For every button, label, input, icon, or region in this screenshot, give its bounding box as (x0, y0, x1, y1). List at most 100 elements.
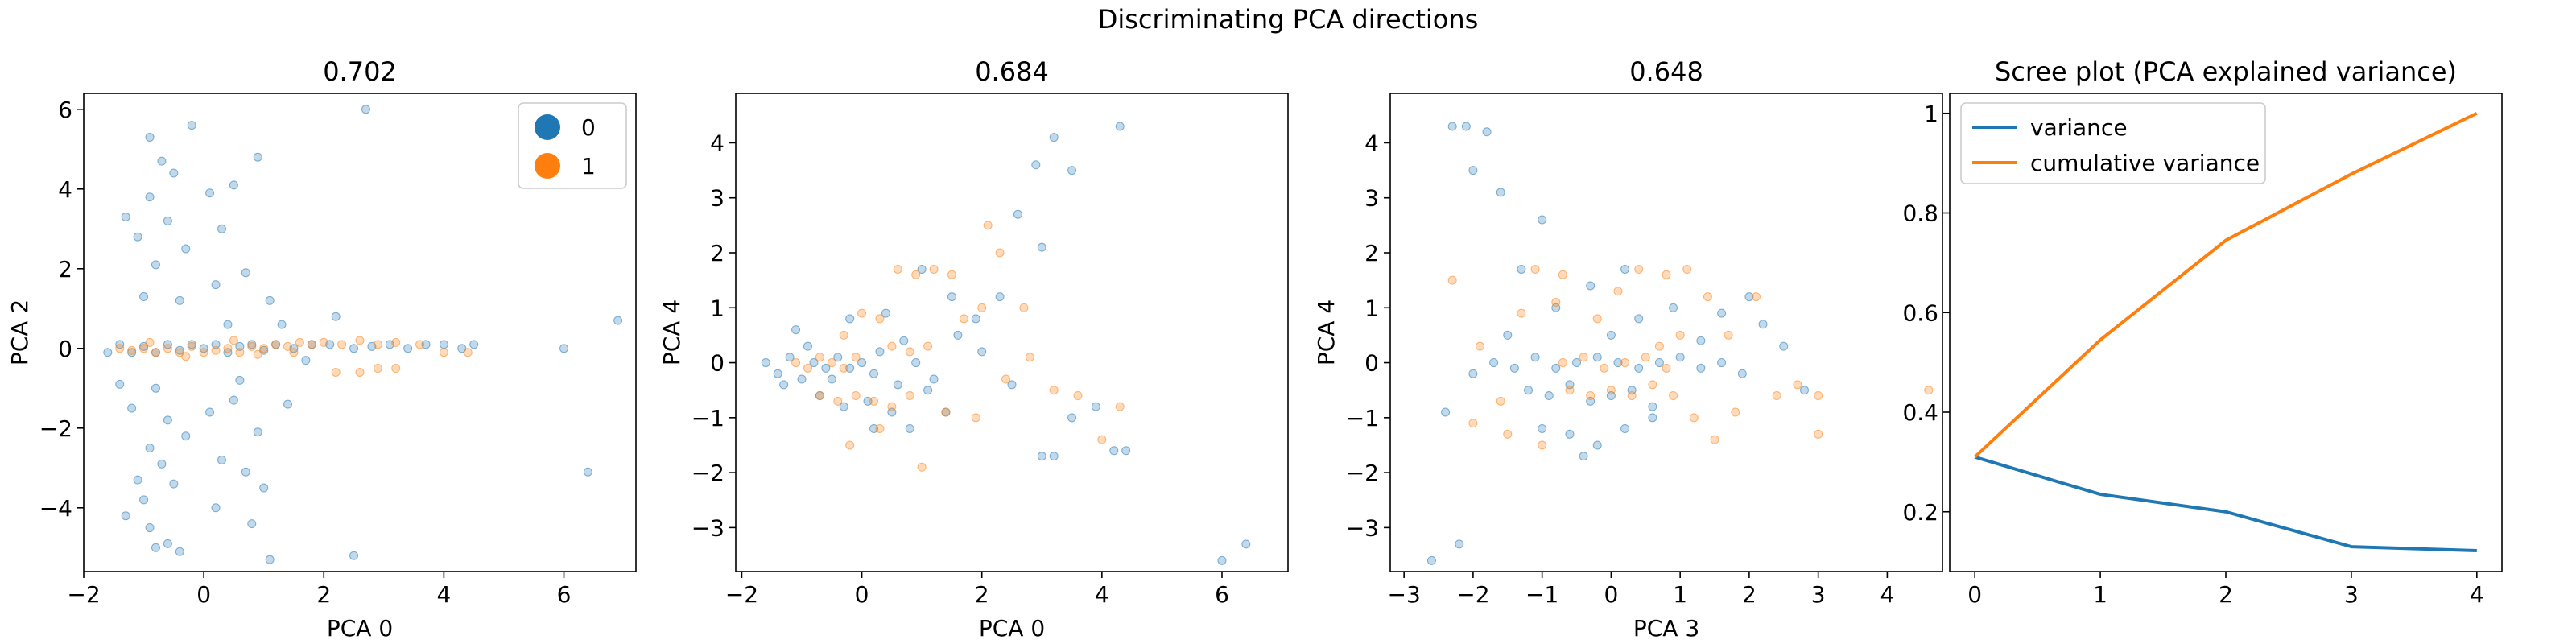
scatter-point-class-1 (947, 270, 956, 279)
scatter-point-class-1 (1558, 358, 1567, 368)
scatter-point-class-1 (391, 364, 401, 374)
scatter-point-class-0 (349, 551, 359, 560)
scatter-point-class-0 (163, 539, 172, 548)
scatter-point-class-1 (1627, 391, 1637, 401)
scatter-point-class-1 (139, 344, 149, 353)
scatter-point-class-1 (1565, 386, 1575, 395)
scatter-point-class-0 (229, 395, 238, 405)
scatter-point-class-1 (1814, 429, 1823, 439)
scatter-point-class-0 (151, 260, 160, 270)
scatter-point-class-0 (211, 503, 221, 513)
line-series-cumulative-variance (1973, 111, 2478, 459)
scatter-point-class-0 (1717, 308, 1727, 318)
scatter-point-class-0 (1461, 122, 1471, 131)
legend: 01 (518, 102, 627, 189)
scatter-point-class-0 (1455, 539, 1464, 549)
scatter-point-class-1 (415, 340, 425, 349)
scatter-point-class-1 (319, 337, 328, 347)
scatter-point-class-1 (839, 363, 848, 373)
scatter-point-class-1 (1710, 435, 1719, 444)
scatter-point-class-0 (145, 444, 155, 453)
scatter-point-class-0 (869, 369, 878, 378)
scatter-point-class-0 (163, 216, 172, 225)
scatter-point-class-1 (439, 348, 448, 357)
scatter-point-class-0 (1509, 363, 1519, 373)
scatter-point-class-1 (181, 352, 191, 361)
scatter-point-class-1 (1503, 429, 1513, 439)
x-tick-label: 1 (2093, 581, 2107, 608)
scatter-point-class-1 (1538, 440, 1547, 450)
scatter-point-class-0 (821, 363, 831, 373)
y-tick-label: −1 (691, 405, 724, 431)
scatter-point-class-0 (241, 467, 250, 477)
figure-title: Discriminating PCA directions (1097, 4, 1479, 35)
scatter-point-class-1 (211, 345, 221, 355)
chart-title: 0.702 (323, 56, 397, 87)
scatter-point-class-0 (1426, 555, 1436, 565)
scatter-point-class-1 (295, 337, 304, 347)
scatter-point-class-1 (815, 353, 824, 362)
scatter-point-class-1 (1049, 386, 1059, 395)
scatter-point-class-1 (971, 413, 980, 423)
scatter-point-class-1 (289, 348, 299, 357)
scatter-point-class-0 (1648, 413, 1657, 423)
scatter-point-class-1 (995, 248, 1005, 258)
scatter-point-class-0 (971, 314, 980, 324)
scatter-point-class-0 (1496, 188, 1505, 197)
scatter-point-class-0 (917, 264, 927, 274)
scatter-point-class-1 (815, 391, 824, 401)
scatter-point-class-0 (953, 330, 963, 340)
scatter-point-class-0 (133, 232, 142, 242)
scatter-point-class-0 (265, 555, 275, 564)
scatter-point-class-0 (181, 244, 191, 254)
scatter-point-class-1 (337, 340, 347, 349)
scatter-point-class-1 (1517, 308, 1526, 318)
chart-panel-2: 0.684 −2 0 2 4 6 −3 −2 −1 0 1 2 3 4 PCA 0 PCA 4 (658, 56, 1289, 642)
scatter-point-class-0 (469, 340, 479, 349)
scatter-point-class-1 (833, 396, 843, 406)
scatter-point-class-1 (983, 221, 993, 230)
scatter-point-class-0 (121, 511, 130, 521)
y-tick-label: 3 (710, 185, 724, 212)
scatter-point-class-0 (1606, 330, 1616, 340)
scatter-point-class-1 (391, 337, 401, 347)
scatter-point-class-1 (803, 363, 812, 373)
scatter-point-class-1 (253, 349, 262, 359)
scatter-point-class-0 (1091, 402, 1100, 411)
scatter-point-class-0 (151, 383, 160, 393)
scatter-point-class-0 (1538, 215, 1547, 225)
scatter-point-class-0 (1565, 429, 1575, 439)
scatter-point-class-0 (403, 344, 413, 353)
scatter-point-class-0 (1592, 440, 1602, 450)
legend-label-cumulative-variance: cumulative variance (2030, 150, 2260, 176)
scatter-point-class-1 (331, 368, 341, 377)
scatter-point-class-1 (1496, 396, 1505, 406)
scatter-point-class-0 (1007, 380, 1017, 390)
scatter-point-class-1 (887, 341, 897, 351)
y-tick-label: −4 (39, 495, 72, 522)
scatter-point-class-0 (1544, 391, 1554, 401)
scatter-point-class-0 (785, 353, 795, 362)
scatter-point-class-0 (277, 320, 287, 329)
scatter-point-class-0 (1037, 242, 1046, 252)
scatter-point-class-0 (1779, 341, 1789, 351)
legend-frame (1960, 102, 2266, 184)
scatter-point-class-0 (1049, 452, 1059, 461)
scatter-point-class-0 (103, 348, 113, 357)
scatter-point-class-0 (977, 347, 987, 357)
x-tick-label: 4 (1095, 581, 1109, 608)
scatter-point-class-0 (187, 121, 196, 130)
scatter-point-class-1 (839, 330, 848, 340)
y-tick-label: 2 (1364, 240, 1379, 266)
scatter-point-class-1 (1551, 297, 1561, 307)
x-tick-label: 0 (1967, 581, 1982, 608)
scatter-point-class-1 (259, 344, 269, 353)
x-tick-label: 6 (1215, 581, 1229, 608)
scatter-point-class-1 (235, 348, 245, 357)
plot-area (761, 122, 1251, 565)
scatter-point-class-0 (1121, 446, 1131, 456)
x-tick-label: 4 (2470, 581, 2484, 608)
y-tick-label: −2 (39, 415, 72, 442)
scatter-point-class-0 (869, 423, 878, 433)
